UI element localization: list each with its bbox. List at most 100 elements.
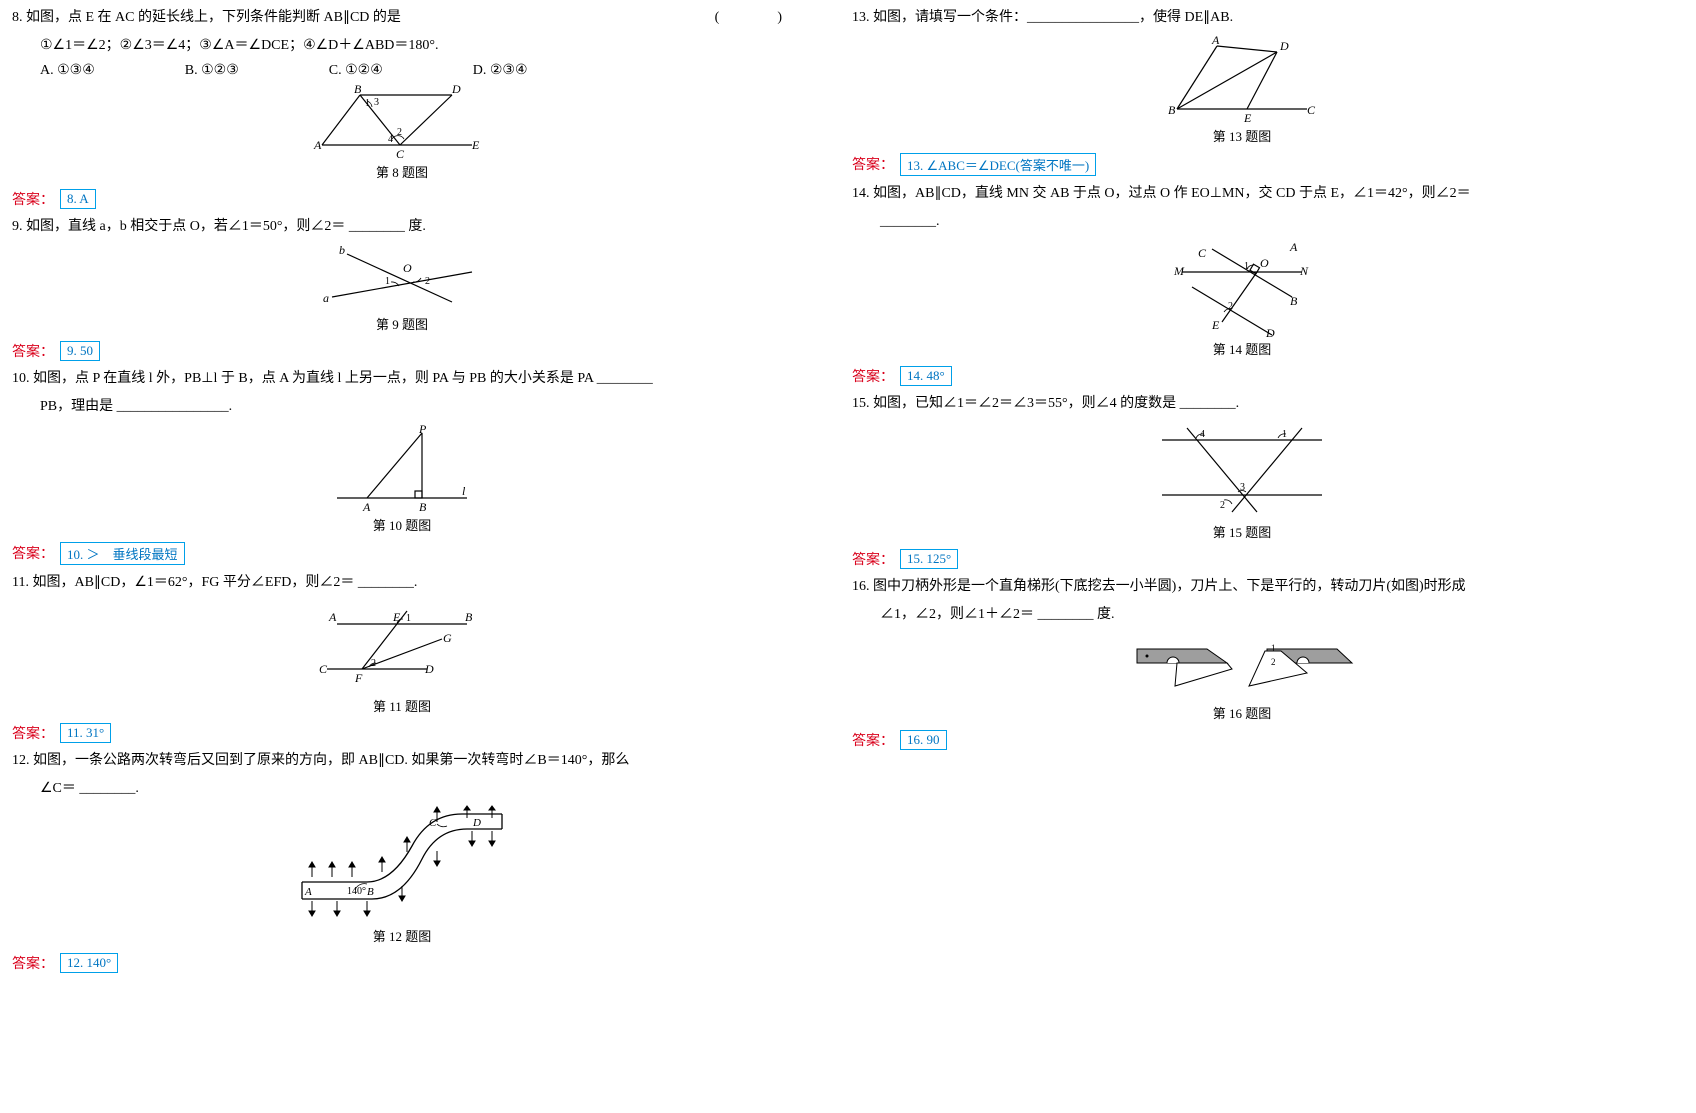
- q14-figure-wrap: A B C D E M N O 1 2 第 14 题图: [852, 237, 1632, 362]
- svg-text:1: 1: [365, 98, 370, 109]
- q13-text: 13. 如图，请填写一个条件：________________，使得 DE∥AB…: [852, 6, 1632, 30]
- svg-text:B: B: [1168, 103, 1176, 117]
- q15-text: 15. 如图，已知∠1＝∠2＝∠3＝55°，则∠4 的度数是 ________.: [852, 392, 1632, 416]
- svg-text:C: C: [396, 147, 405, 160]
- svg-text:l: l: [462, 484, 466, 498]
- svg-text:C: C: [319, 662, 328, 676]
- q15-answer: 15. 125°: [900, 549, 958, 569]
- page-root: 8. 如图，点 E 在 AC 的延长线上，下列条件能判断 AB∥CD 的是 ( …: [0, 0, 1696, 981]
- answer-label: 答案：: [852, 549, 894, 569]
- svg-text:D: D: [1265, 326, 1275, 337]
- q8-choice-b: B. ①②③: [185, 62, 239, 79]
- q16-line1: 16. 图中刀柄外形是一个直角梯形(下底挖去一小半圆)，刀片上、下是平行的，转动…: [852, 575, 1632, 599]
- q14-figcap: 第 14 题图: [1213, 339, 1272, 358]
- svg-text:2: 2: [1228, 301, 1233, 312]
- svg-text:3: 3: [1240, 482, 1245, 493]
- svg-text:2: 2: [425, 276, 430, 287]
- q9-answer: 9. 50: [60, 341, 100, 361]
- q8-line1-text: 8. 如图，点 E 在 AC 的延长线上，下列条件能判断 AB∥CD 的是: [12, 10, 401, 25]
- svg-text:a: a: [323, 291, 329, 305]
- svg-text:C: C: [1198, 246, 1207, 260]
- q16-figure-wrap: 1 2 第 16 题图: [852, 631, 1632, 726]
- q8-figure-wrap: A B C D E 1 3 2 4 第 8 题图: [12, 85, 792, 185]
- q9-figure-svg: a b O 1 2: [317, 242, 487, 312]
- q15-figcap: 第 15 题图: [1213, 522, 1272, 541]
- q14-answer-row: 答案： 14. 48°: [852, 366, 1632, 386]
- q14-line1: 14. 如图，AB∥CD，直线 MN 交 AB 于点 O，过点 O 作 EO⊥M…: [852, 182, 1632, 206]
- q15-figure-svg: 1 2 3 4: [1152, 420, 1332, 520]
- q8-answer-row: 答案： 8. A: [12, 189, 792, 209]
- svg-text:C: C: [1307, 103, 1316, 117]
- q9-figcap: 第 9 题图: [376, 314, 428, 333]
- answer-label: 答案：: [12, 953, 54, 973]
- q16-answer-row: 答案： 16. 90: [852, 730, 1632, 750]
- svg-text:1: 1: [1271, 643, 1276, 653]
- q9-figure-wrap: a b O 1 2 第 9 题图: [12, 242, 792, 337]
- q12-line1: 12. 如图，一条公路两次转弯后又回到了原来的方向，即 AB∥CD. 如果第一次…: [12, 749, 792, 773]
- q10-figure-wrap: P A B l 第 10 题图: [12, 423, 792, 538]
- svg-text:A: A: [328, 610, 337, 624]
- svg-text:D: D: [451, 85, 461, 96]
- q11-answer-row: 答案： 11. 31°: [12, 723, 792, 743]
- q16-line2: ∠1，∠2，则∠1＋∠2＝ ________ 度.: [852, 603, 1632, 627]
- svg-text:B: B: [367, 886, 374, 898]
- svg-text:b: b: [339, 243, 345, 257]
- q13-answer-row: 答案： 13. ∠ABC＝∠DEC(答案不唯一): [852, 153, 1632, 176]
- q14-line2: ________.: [852, 210, 1632, 234]
- svg-text:4: 4: [388, 134, 393, 145]
- svg-text:B: B: [465, 610, 473, 624]
- q10-answer-row: 答案： 10. ＞ 垂线段最短: [12, 542, 792, 565]
- svg-text:B: B: [354, 85, 362, 96]
- svg-text:1: 1: [406, 613, 411, 624]
- q10-line1: 10. 如图，点 P 在直线 l 外，PB⊥l 于 B，点 A 为直线 l 上另…: [12, 367, 792, 391]
- q16-figure-svg: 1 2: [1127, 631, 1357, 701]
- svg-text:1: 1: [1282, 429, 1287, 440]
- q13-figure-wrap: A B C D E 第 13 题图: [852, 34, 1632, 149]
- q12-figcap: 第 12 题图: [373, 926, 432, 945]
- answer-label: 答案：: [12, 189, 54, 209]
- q14-answer: 14. 48°: [900, 366, 952, 386]
- svg-text:E: E: [1211, 318, 1220, 332]
- left-column: 8. 如图，点 E 在 AC 的延长线上，下列条件能判断 AB∥CD 的是 ( …: [12, 4, 792, 977]
- q15-figure-wrap: 1 2 3 4 第 15 题图: [852, 420, 1632, 545]
- answer-label: 答案：: [12, 723, 54, 743]
- q9-text: 9. 如图，直线 a，b 相交于点 O，若∠1＝50°，则∠2＝ _______…: [12, 215, 792, 239]
- svg-text:D: D: [424, 662, 434, 676]
- q8-choice-c: C. ①②④: [329, 62, 383, 79]
- q13-answer: 13. ∠ABC＝∠DEC(答案不唯一): [900, 153, 1096, 176]
- q14-figure-svg: A B C D E M N O 1 2: [1162, 237, 1322, 337]
- answer-label: 答案：: [852, 154, 894, 174]
- q12-figure-wrap: A B C D 140° 第 12 题图: [12, 804, 792, 949]
- q11-figure-svg: A B C D E F G 1 2: [317, 599, 487, 694]
- svg-text:1: 1: [385, 276, 390, 287]
- answer-label: 答案：: [12, 543, 54, 563]
- svg-text:A: A: [313, 138, 322, 152]
- q12-line2: ∠C＝ ________.: [12, 777, 792, 801]
- q10-figure-svg: P A B l: [327, 423, 477, 513]
- svg-text:4: 4: [1200, 429, 1205, 440]
- q12-answer: 12. 140°: [60, 953, 118, 973]
- svg-text:B: B: [419, 500, 427, 513]
- svg-text:N: N: [1299, 264, 1309, 278]
- svg-text:2: 2: [1271, 657, 1276, 667]
- svg-text:F: F: [354, 671, 363, 685]
- svg-text:A: A: [304, 886, 312, 898]
- q8-line2: ①∠1＝∠2；②∠3＝∠4；③∠A＝∠DCE；④∠D＋∠ABD＝180°.: [12, 34, 792, 58]
- right-column: 13. 如图，请填写一个条件：________________，使得 DE∥AB…: [852, 4, 1632, 977]
- answer-label: 答案：: [852, 366, 894, 386]
- q16-answer: 16. 90: [900, 730, 947, 750]
- q13-figcap: 第 13 题图: [1213, 126, 1272, 145]
- q12-answer-row: 答案： 12. 140°: [12, 953, 792, 973]
- q8-answer: 8. A: [60, 189, 96, 209]
- svg-text:O: O: [403, 261, 412, 275]
- svg-text:P: P: [418, 423, 427, 436]
- q16-figcap: 第 16 题图: [1213, 703, 1272, 722]
- svg-text:G: G: [443, 631, 452, 645]
- svg-text:E: E: [1243, 111, 1252, 124]
- answer-label: 答案：: [12, 341, 54, 361]
- svg-text:A: A: [362, 500, 371, 513]
- q11-text: 11. 如图，AB∥CD，∠1＝62°，FG 平分∠EFD，则∠2＝ _____…: [12, 571, 792, 595]
- q8-figcap: 第 8 题图: [376, 162, 428, 181]
- svg-text:A: A: [1289, 240, 1298, 254]
- svg-text:C: C: [429, 817, 437, 829]
